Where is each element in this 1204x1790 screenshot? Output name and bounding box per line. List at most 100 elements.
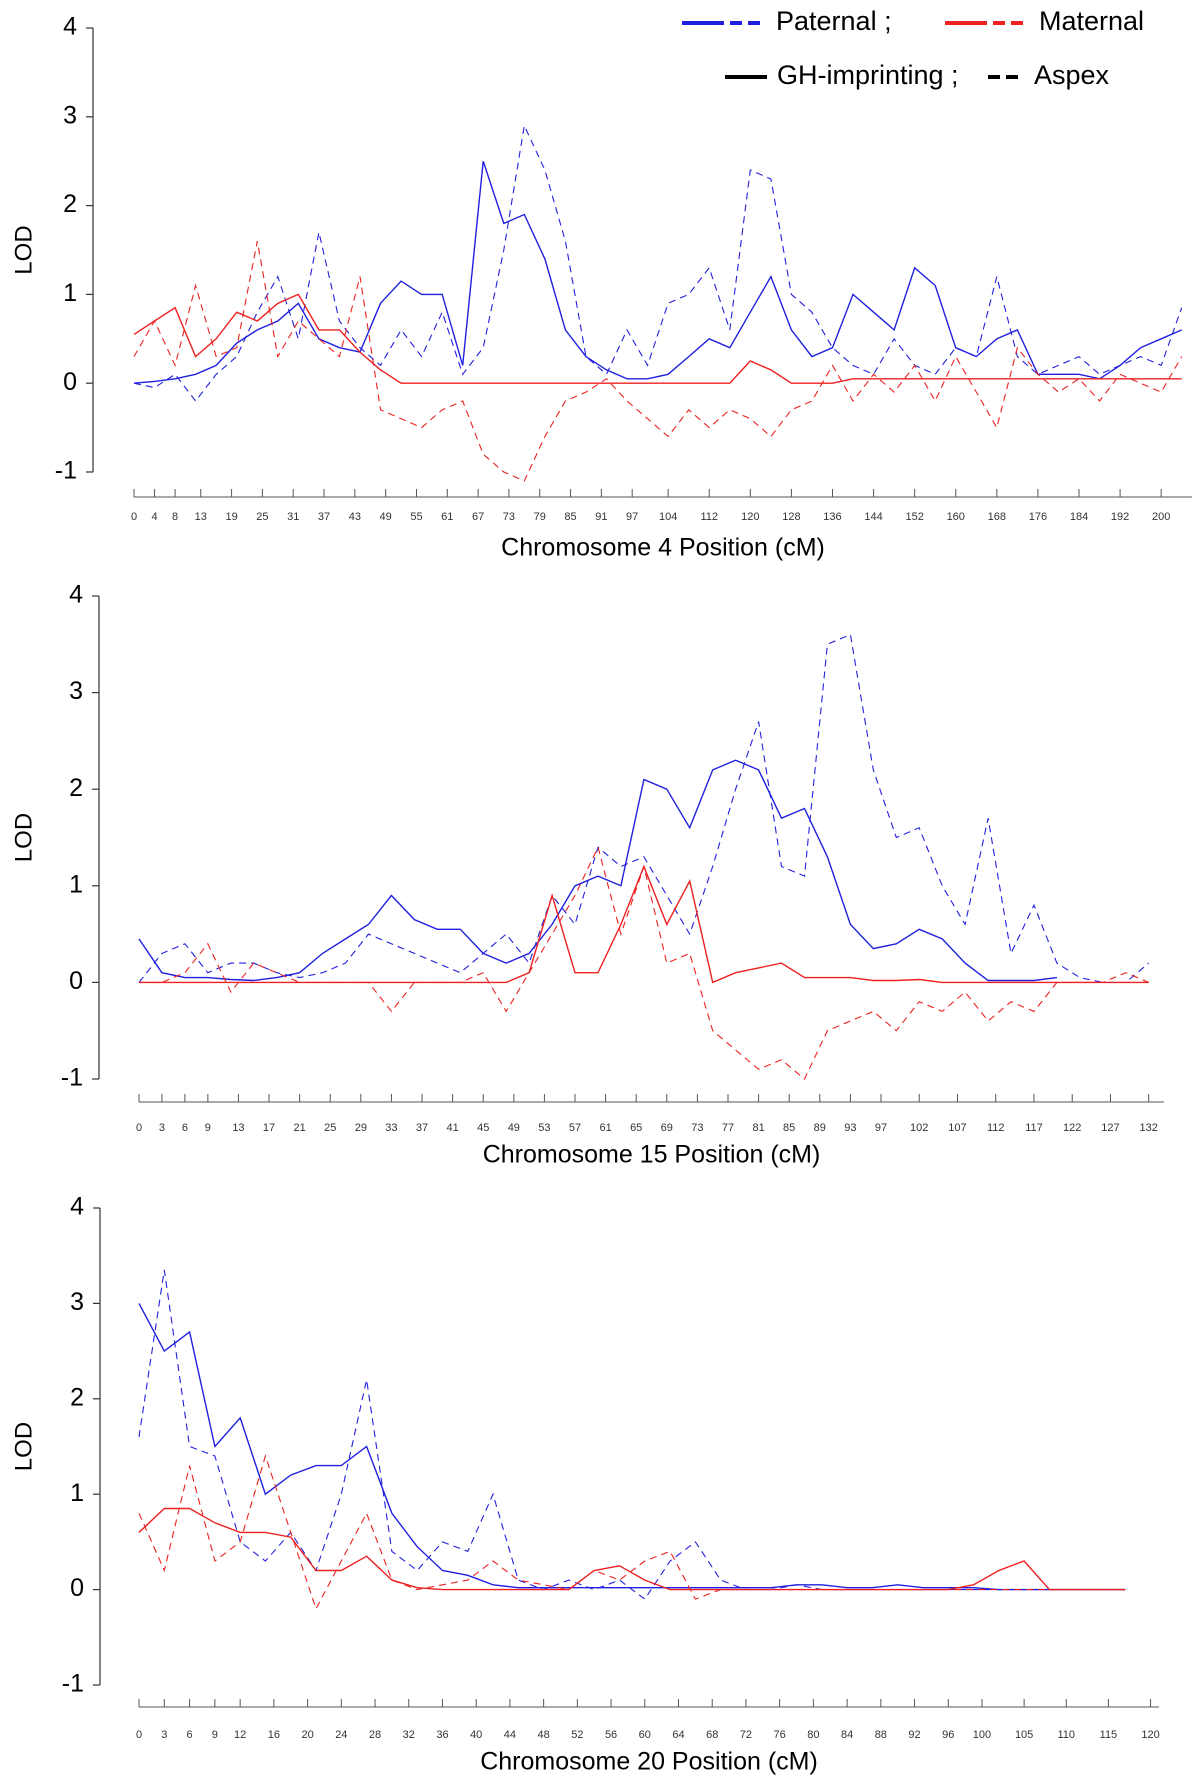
x-tick-label: 4 bbox=[151, 511, 157, 523]
x-tick-label: 84 bbox=[841, 1729, 853, 1741]
x-tick-label: 73 bbox=[503, 511, 515, 523]
x-tick-label: 9 bbox=[212, 1729, 218, 1741]
y-tick-label: 0 bbox=[69, 967, 83, 995]
x-tick-label: 33 bbox=[385, 1122, 397, 1134]
legend-label: GH-imprinting ; bbox=[777, 60, 959, 90]
x-tick-label: 6 bbox=[187, 1729, 193, 1741]
x-tick-label: 37 bbox=[318, 511, 330, 523]
series-line bbox=[138, 1303, 1126, 1591]
x-tick-label: 96 bbox=[942, 1729, 954, 1741]
x-tick-label: 0 bbox=[131, 511, 137, 523]
x-tick-label: 200 bbox=[1152, 511, 1170, 523]
series-line bbox=[138, 1507, 1126, 1591]
y-tick-label: 1 bbox=[70, 1479, 84, 1507]
x-tick-label: 17 bbox=[263, 1122, 275, 1134]
x-tick-label: 85 bbox=[564, 511, 576, 523]
x-tick-label: 102 bbox=[910, 1122, 928, 1134]
y-tick-label: 0 bbox=[70, 1574, 84, 1602]
x-tick-label: 52 bbox=[571, 1729, 583, 1741]
x-tick-label: 132 bbox=[1140, 1122, 1158, 1134]
x-tick-label: 25 bbox=[324, 1122, 336, 1134]
x-tick-label: 49 bbox=[380, 511, 392, 523]
series-line bbox=[138, 759, 1057, 982]
y-tick-label: 0 bbox=[63, 368, 77, 396]
x-tick-label: 176 bbox=[1029, 511, 1047, 523]
series-line bbox=[138, 633, 1150, 983]
x-tick-label: 44 bbox=[504, 1729, 516, 1741]
x-tick-label: 43 bbox=[349, 511, 361, 523]
x-tick-label: 0 bbox=[136, 1729, 142, 1741]
x-tick-label: 13 bbox=[195, 511, 207, 523]
x-axis-title: Chromosome 4 Position (cM) bbox=[501, 534, 825, 562]
x-tick-label: 85 bbox=[783, 1122, 795, 1134]
x-tick-label: 60 bbox=[639, 1729, 651, 1741]
x-tick-label: 127 bbox=[1101, 1122, 1119, 1134]
series-line bbox=[138, 1454, 1126, 1611]
legend-label: Aspex bbox=[1034, 60, 1110, 90]
x-tick-label: 100 bbox=[973, 1729, 991, 1741]
y-tick-label: 2 bbox=[69, 774, 83, 802]
x-tick-label: 107 bbox=[948, 1122, 966, 1134]
x-tick-label: 112 bbox=[700, 511, 718, 523]
y-tick-label: 3 bbox=[63, 101, 77, 129]
x-tick-label: 77 bbox=[722, 1122, 734, 1134]
x-tick-label: 48 bbox=[538, 1729, 550, 1741]
x-tick-label: 105 bbox=[1015, 1729, 1033, 1741]
x-axis-title: Chromosome 15 Position (cM) bbox=[483, 1141, 821, 1169]
y-tick-label: 4 bbox=[69, 581, 83, 609]
x-tick-label: 117 bbox=[1025, 1122, 1043, 1134]
x-tick-label: 89 bbox=[814, 1122, 826, 1134]
x-tick-label: 112 bbox=[987, 1122, 1005, 1134]
y-tick-label: 2 bbox=[70, 1383, 84, 1411]
y-axis-title: LOD bbox=[10, 1422, 37, 1471]
x-tick-label: 9 bbox=[205, 1122, 211, 1134]
y-axis-title: LOD bbox=[10, 813, 37, 862]
x-tick-label: 160 bbox=[947, 511, 965, 523]
x-tick-label: 128 bbox=[782, 511, 800, 523]
x-tick-label: 61 bbox=[599, 1122, 611, 1134]
x-tick-label: 69 bbox=[661, 1122, 673, 1134]
y-tick-label: 3 bbox=[70, 1288, 84, 1316]
x-tick-label: 57 bbox=[569, 1122, 581, 1134]
x-tick-label: 168 bbox=[988, 511, 1006, 523]
x-tick-label: 152 bbox=[905, 511, 923, 523]
x-tick-label: 49 bbox=[508, 1122, 520, 1134]
y-tick-label: 4 bbox=[70, 1193, 84, 1221]
x-tick-label: 144 bbox=[864, 511, 882, 523]
series-line bbox=[138, 1269, 1126, 1600]
x-tick-label: 3 bbox=[161, 1729, 167, 1741]
series-line bbox=[133, 240, 1183, 482]
x-tick-label: 73 bbox=[691, 1122, 703, 1134]
x-tick-label: 32 bbox=[403, 1729, 415, 1741]
x-tick-label: 3 bbox=[159, 1122, 165, 1134]
x-tick-label: 97 bbox=[626, 511, 638, 523]
legend-label: Maternal bbox=[1039, 6, 1144, 36]
x-tick-label: 93 bbox=[844, 1122, 856, 1134]
x-tick-label: 79 bbox=[534, 511, 546, 523]
x-axis-title: Chromosome 20 Position (cM) bbox=[480, 1748, 818, 1776]
y-tick-label: -1 bbox=[62, 1670, 84, 1698]
y-tick-label: 3 bbox=[69, 677, 83, 705]
x-tick-label: 76 bbox=[774, 1729, 786, 1741]
x-tick-label: 56 bbox=[605, 1729, 617, 1741]
x-tick-label: 65 bbox=[630, 1122, 642, 1134]
x-tick-label: 20 bbox=[301, 1729, 313, 1741]
x-tick-label: 24 bbox=[335, 1729, 347, 1741]
x-tick-label: 6 bbox=[182, 1122, 188, 1134]
series-line bbox=[133, 160, 1182, 384]
x-tick-label: 0 bbox=[136, 1122, 142, 1134]
x-tick-label: 25 bbox=[256, 511, 268, 523]
y-tick-label: 1 bbox=[69, 870, 83, 898]
x-tick-label: 72 bbox=[740, 1729, 752, 1741]
x-tick-label: 184 bbox=[1070, 511, 1088, 523]
x-tick-label: 8 bbox=[172, 511, 178, 523]
x-tick-label: 40 bbox=[470, 1729, 482, 1741]
x-tick-label: 41 bbox=[446, 1122, 458, 1134]
x-tick-label: 28 bbox=[369, 1729, 381, 1741]
series-line bbox=[139, 864, 1149, 984]
x-tick-label: 55 bbox=[410, 511, 422, 523]
x-tick-label: 16 bbox=[268, 1729, 280, 1741]
series-line bbox=[139, 845, 1149, 1080]
x-tick-label: 115 bbox=[1100, 1729, 1118, 1741]
y-axis-title: LOD bbox=[10, 225, 37, 274]
